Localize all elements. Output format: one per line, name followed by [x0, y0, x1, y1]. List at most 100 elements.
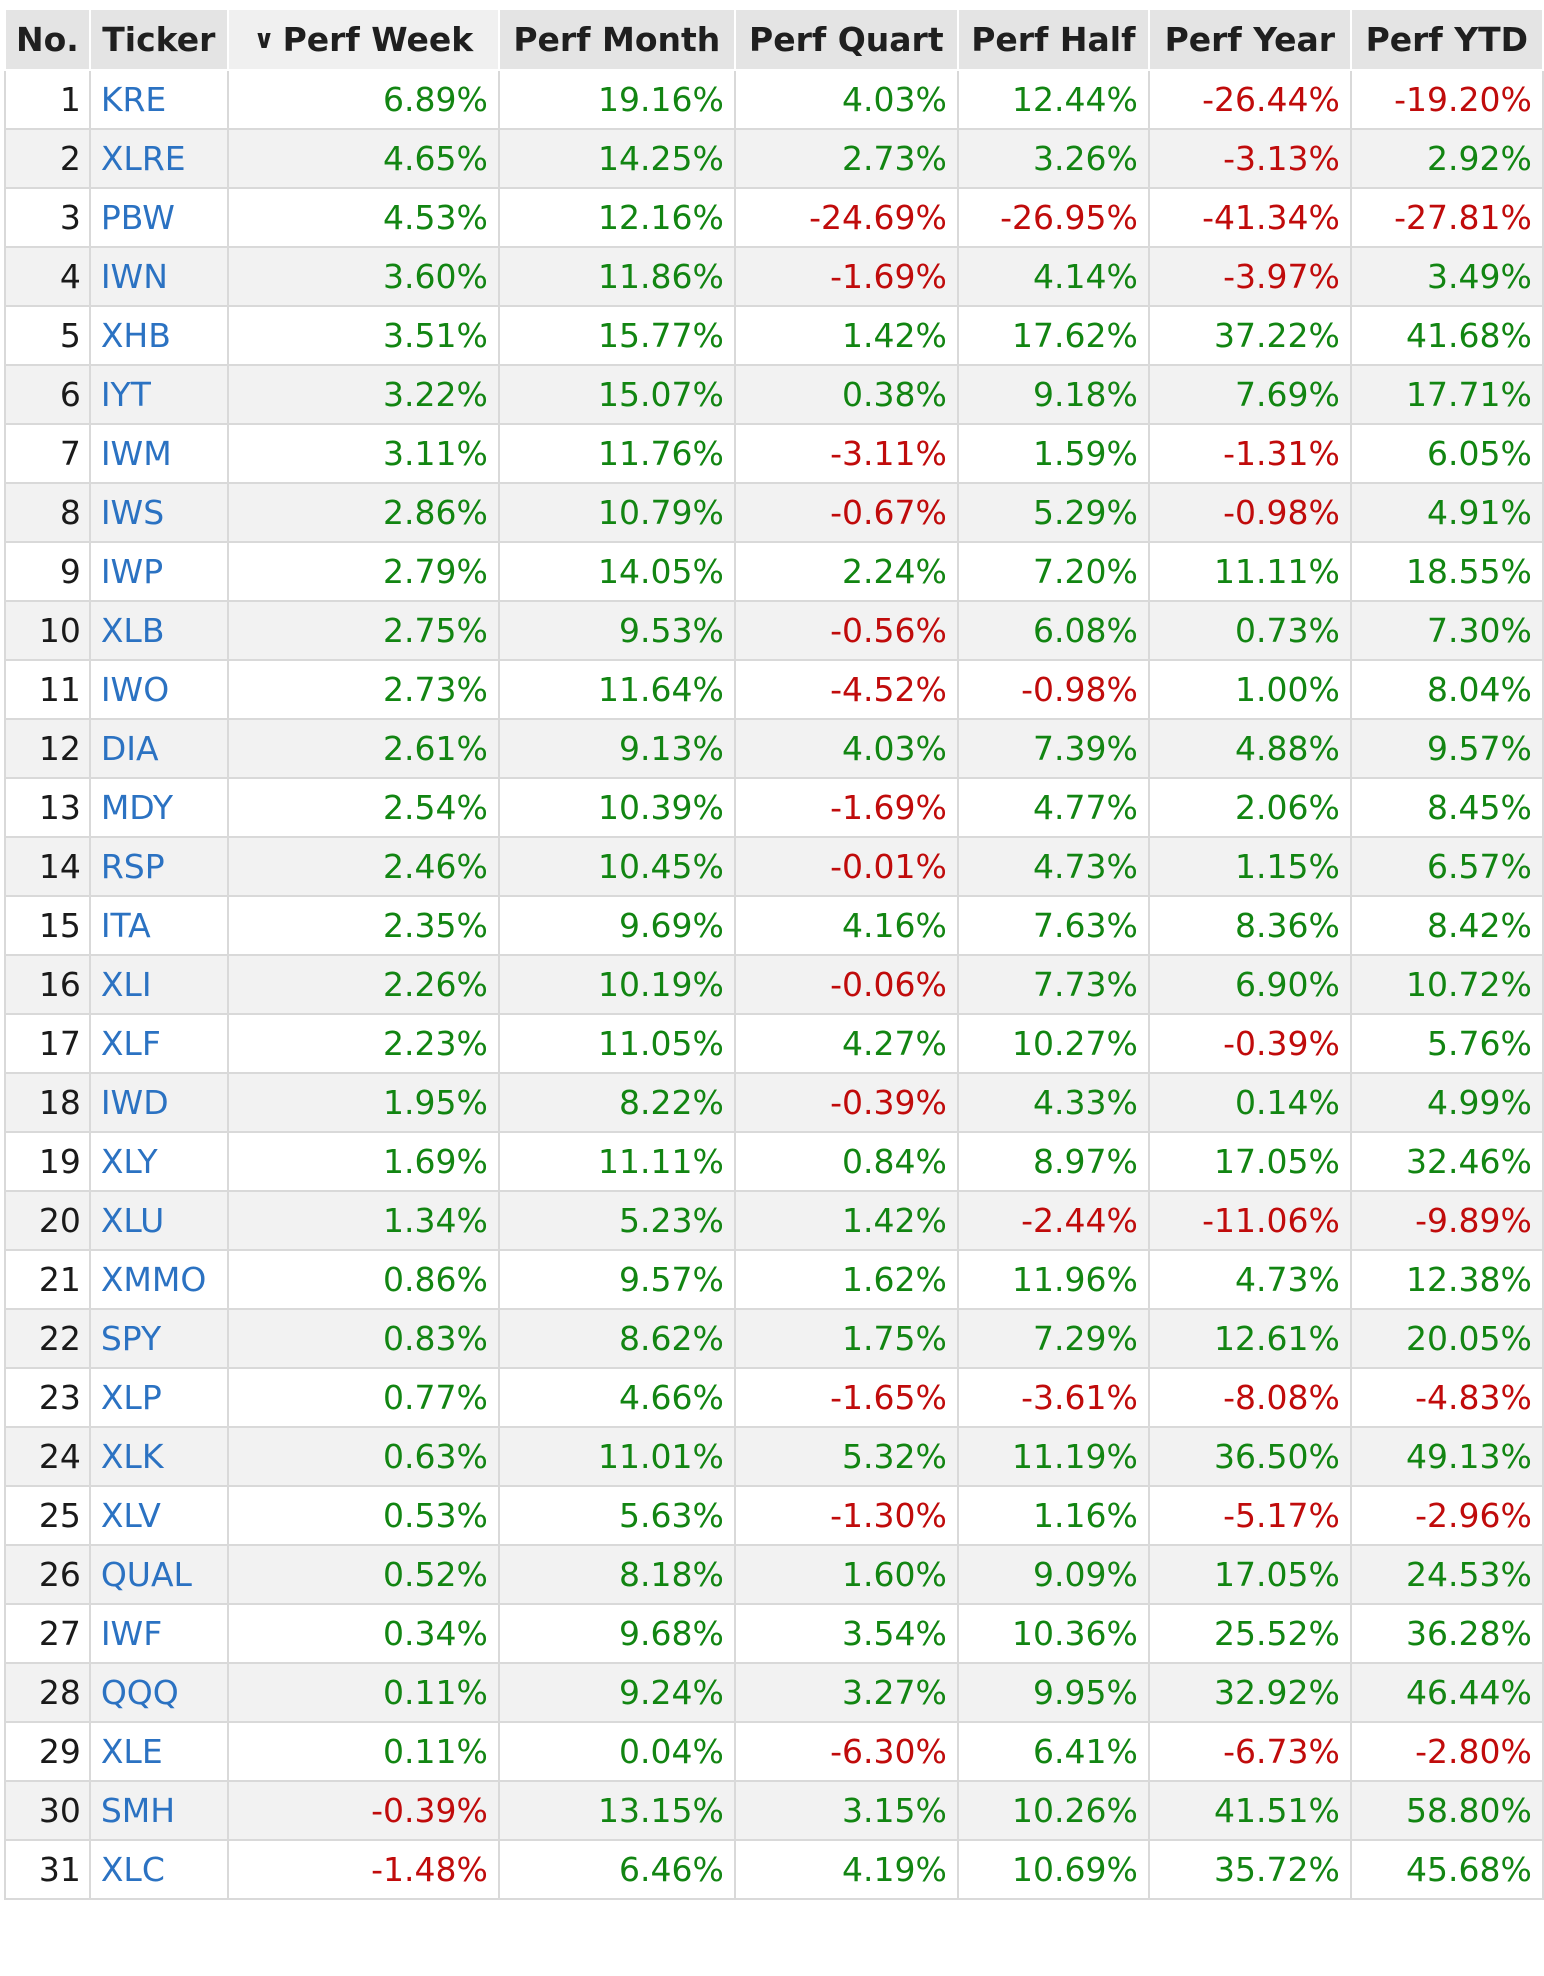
table-row[interactable]: 5 XHB 3.51% 15.77% 1.42% 17.62% 37.22% 41.68%	[4, 305, 1544, 366]
ticker-link[interactable]: XMMO	[100, 1260, 207, 1299]
ticker-link[interactable]: IWP	[100, 552, 164, 591]
row-number: 8	[4, 482, 91, 543]
ticker-link[interactable]: PBW	[100, 198, 175, 237]
perf-month-value: 9.13%	[497, 718, 736, 779]
header-perf-month[interactable]: Perf Month	[497, 8, 736, 71]
table-row[interactable]: 9 IWP 2.79% 14.05% 2.24% 7.20% 11.11% 18.55%	[4, 541, 1544, 602]
table-row[interactable]: 17 XLF 2.23% 11.05% 4.27% 10.27% -0.39% 5.76%	[4, 1013, 1544, 1074]
ticker-link[interactable]: XLF	[100, 1024, 161, 1063]
perf-month-value: 9.68%	[497, 1603, 736, 1664]
perf-quart-value: -0.06%	[733, 954, 959, 1015]
table-row[interactable]: 6 IYT 3.22% 15.07% 0.38% 9.18% 7.69% 17.71%	[4, 364, 1544, 425]
perf-month-value: 15.77%	[497, 305, 736, 366]
table-row[interactable]: 19 XLY 1.69% 11.11% 0.84% 8.97% 17.05% 32.46%	[4, 1131, 1544, 1192]
performance-table: No. Ticker ∨ Perf Week Perf Month Perf Qu…	[4, 8, 1544, 1900]
ticker-link[interactable]: XLE	[100, 1732, 163, 1771]
table-row[interactable]: 26 QUAL 0.52% 8.18% 1.60% 9.09% 17.05% 24.53%	[4, 1544, 1544, 1605]
table-row[interactable]: 14 RSP 2.46% 10.45% -0.01% 4.73% 1.15% 6.57%	[4, 836, 1544, 897]
table-row[interactable]: 7 IWM 3.11% 11.76% -3.11% 1.59% -1.31% 6.05%	[4, 423, 1544, 484]
table-row[interactable]: 24 XLK 0.63% 11.01% 5.32% 11.19% 36.50% 49.13%	[4, 1426, 1544, 1487]
perf-year-value: 1.15%	[1147, 836, 1352, 897]
ticker-link[interactable]: QQQ	[100, 1673, 179, 1712]
table-row[interactable]: 1 KRE 6.89% 19.16% 4.03% 12.44% -26.44% -19.20%	[4, 69, 1544, 130]
ticker-link[interactable]: IWO	[100, 670, 170, 709]
table-row[interactable]: 16 XLI 2.26% 10.19% -0.06% 7.73% 6.90% 10.72%	[4, 954, 1544, 1015]
header-no[interactable]: No.	[4, 8, 91, 71]
table-row[interactable]: 8 IWS 2.86% 10.79% -0.67% 5.29% -0.98% 4.91%	[4, 482, 1544, 543]
ticker-link[interactable]: XLB	[100, 611, 165, 650]
ticker-cell: XLY	[88, 1131, 229, 1192]
table-row[interactable]: 2 XLRE 4.65% 14.25% 2.73% 3.26% -3.13% 2.92%	[4, 128, 1544, 189]
ticker-link[interactable]: QUAL	[100, 1555, 192, 1594]
ticker-link[interactable]: XLU	[100, 1201, 165, 1240]
row-number: 18	[4, 1072, 91, 1133]
ticker-link[interactable]: XHB	[100, 316, 171, 355]
ticker-link[interactable]: IWN	[100, 257, 168, 296]
header-perf-quart[interactable]: Perf Quart	[733, 8, 959, 71]
perf-month-value: 5.23%	[497, 1190, 736, 1251]
perf-quart-value: 2.73%	[733, 128, 959, 189]
perf-week-value: 3.60%	[226, 246, 500, 307]
table-row[interactable]: 27 IWF 0.34% 9.68% 3.54% 10.36% 25.52% 36.28%	[4, 1603, 1544, 1664]
ticker-link[interactable]: IWD	[100, 1083, 169, 1122]
table-row[interactable]: 25 XLV 0.53% 5.63% -1.30% 1.16% -5.17% -2.96%	[4, 1485, 1544, 1546]
perf-quart-value: -1.30%	[733, 1485, 959, 1546]
table-row[interactable]: 13 MDY 2.54% 10.39% -1.69% 4.77% 2.06% 8.45%	[4, 777, 1544, 838]
row-number: 24	[4, 1426, 91, 1487]
table-row[interactable]: 30 SMH -0.39% 13.15% 3.15% 10.26% 41.51% 58.80%	[4, 1780, 1544, 1841]
header-perf-week[interactable]: ∨ Perf Week	[226, 8, 500, 71]
ticker-link[interactable]: XLC	[100, 1850, 165, 1889]
ticker-link[interactable]: DIA	[100, 729, 159, 768]
table-row[interactable]: 28 QQQ 0.11% 9.24% 3.27% 9.95% 32.92% 46.44%	[4, 1662, 1544, 1723]
perf-month-value: 9.69%	[497, 895, 736, 956]
table-row[interactable]: 15 ITA 2.35% 9.69% 4.16% 7.63% 8.36% 8.42%	[4, 895, 1544, 956]
ticker-link[interactable]: IYT	[100, 375, 151, 414]
perf-quart-value: 4.03%	[733, 69, 959, 130]
ticker-link[interactable]: MDY	[100, 788, 174, 827]
table-row[interactable]: 20 XLU 1.34% 5.23% 1.42% -2.44% -11.06% -9.89%	[4, 1190, 1544, 1251]
table-row[interactable]: 21 XMMO 0.86% 9.57% 1.62% 11.96% 4.73% 12.38%	[4, 1249, 1544, 1310]
perf-quart-value: 1.42%	[733, 305, 959, 366]
ticker-cell: IWF	[88, 1603, 229, 1664]
perf-week-value: 2.61%	[226, 718, 500, 779]
header-perf-ytd[interactable]: Perf YTD	[1349, 8, 1544, 71]
ticker-link[interactable]: IWS	[100, 493, 165, 532]
perf-month-value: 10.39%	[497, 777, 736, 838]
ticker-link[interactable]: XLK	[100, 1437, 164, 1476]
ticker-link[interactable]: XLI	[100, 965, 152, 1004]
header-ticker[interactable]: Ticker	[88, 8, 229, 71]
ticker-cell: XHB	[88, 305, 229, 366]
row-number: 12	[4, 718, 91, 779]
table-row[interactable]: 23 XLP 0.77% 4.66% -1.65% -3.61% -8.08% -4.83%	[4, 1367, 1544, 1428]
table-row[interactable]: 11 IWO 2.73% 11.64% -4.52% -0.98% 1.00% 8.04%	[4, 659, 1544, 720]
ticker-link[interactable]: XLV	[100, 1496, 161, 1535]
perf-ytd-value: 32.46%	[1349, 1131, 1544, 1192]
ticker-link[interactable]: XLRE	[100, 139, 186, 178]
perf-ytd-value: 4.99%	[1349, 1072, 1544, 1133]
ticker-link[interactable]: KRE	[100, 80, 167, 119]
ticker-link[interactable]: XLY	[100, 1142, 158, 1181]
ticker-link[interactable]: SMH	[100, 1791, 176, 1830]
perf-half-value: 4.14%	[956, 246, 1150, 307]
table-row[interactable]: 29 XLE 0.11% 0.04% -6.30% 6.41% -6.73% -2.80%	[4, 1721, 1544, 1782]
ticker-link[interactable]: XLP	[100, 1378, 162, 1417]
ticker-link[interactable]: ITA	[100, 906, 151, 945]
header-perf-year[interactable]: Perf Year	[1147, 8, 1352, 71]
table-row[interactable]: 10 XLB 2.75% 9.53% -0.56% 6.08% 0.73% 7.30%	[4, 600, 1544, 661]
table-row[interactable]: 18 IWD 1.95% 8.22% -0.39% 4.33% 0.14% 4.99%	[4, 1072, 1544, 1133]
perf-month-value: 9.57%	[497, 1249, 736, 1310]
table-row[interactable]: 12 DIA 2.61% 9.13% 4.03% 7.39% 4.88% 9.57%	[4, 718, 1544, 779]
table-row[interactable]: 22 SPY 0.83% 8.62% 1.75% 7.29% 12.61% 20.05%	[4, 1308, 1544, 1369]
ticker-link[interactable]: IWF	[100, 1614, 163, 1653]
table-row[interactable]: 31 XLC -1.48% 6.46% 4.19% 10.69% 35.72% 45.68%	[4, 1839, 1544, 1900]
table-row[interactable]: 4 IWN 3.60% 11.86% -1.69% 4.14% -3.97% 3.49%	[4, 246, 1544, 307]
perf-year-value: -5.17%	[1147, 1485, 1352, 1546]
ticker-link[interactable]: RSP	[100, 847, 165, 886]
header-perf-half[interactable]: Perf Half	[956, 8, 1150, 71]
ticker-link[interactable]: IWM	[100, 434, 172, 473]
table-row[interactable]: 3 PBW 4.53% 12.16% -24.69% -26.95% -41.34% -27.…	[4, 187, 1544, 248]
perf-month-value: 9.24%	[497, 1662, 736, 1723]
ticker-link[interactable]: SPY	[100, 1319, 162, 1358]
perf-ytd-value: 45.68%	[1349, 1839, 1544, 1900]
perf-week-value: 0.11%	[226, 1721, 500, 1782]
